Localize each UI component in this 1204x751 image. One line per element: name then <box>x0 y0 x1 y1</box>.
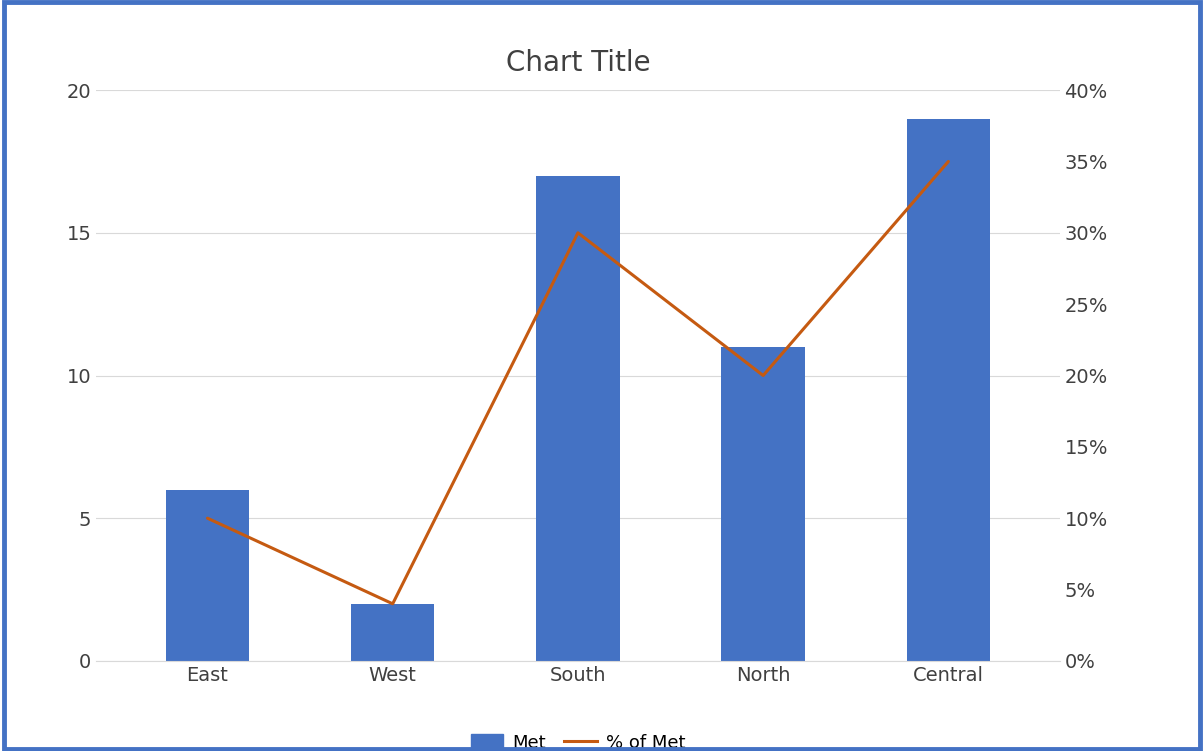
Bar <box>352 604 435 661</box>
Bar <box>166 490 249 661</box>
Title: Chart Title: Chart Title <box>506 49 650 77</box>
Bar <box>907 119 990 661</box>
Legend: Met, % of Met: Met, % of Met <box>464 727 692 751</box>
Bar <box>721 347 804 661</box>
Bar <box>536 176 620 661</box>
